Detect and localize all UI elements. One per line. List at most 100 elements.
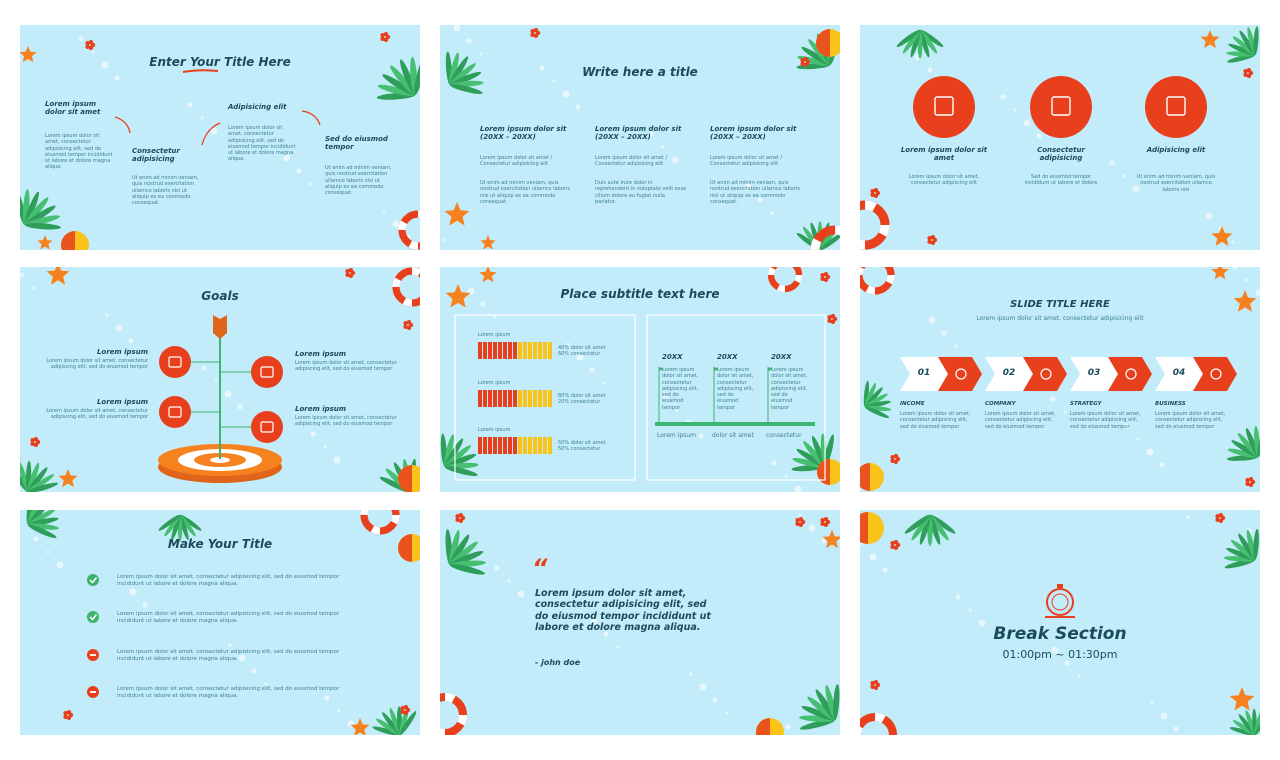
beach-ball-stripe [398, 534, 412, 562]
leaf [26, 510, 33, 526]
leaf [1237, 432, 1259, 458]
slide-thumbnail[interactable]: Place subtitle text here Lorem ipsum 40% d… [440, 267, 840, 492]
leaf [896, 29, 921, 48]
column-text: Ut enim ad minim veniam, quis nostrud ex… [710, 180, 800, 205]
bar-segment [538, 342, 542, 359]
flower-petal [88, 39, 94, 45]
flower-petal [348, 267, 354, 273]
flower-petal [820, 518, 825, 523]
leaf [24, 223, 61, 230]
bubble [466, 38, 472, 44]
bar-segment [488, 390, 492, 407]
leaf [27, 510, 42, 526]
bubble [228, 643, 232, 647]
bubble [928, 316, 936, 324]
bubble [675, 408, 679, 412]
slide-thumbnail[interactable]: Break Section 01:00pm ~ 01:30pm [860, 510, 1260, 735]
flower-petal [873, 679, 879, 685]
slide-thumbnail[interactable]: SLIDE TITLE HERE Lorem ipsum dolor sit am… [860, 267, 1260, 492]
bubble [128, 338, 134, 344]
item-text: Lorem ipsum dolor sit amet, consectetur … [295, 360, 397, 373]
bubble [443, 238, 447, 242]
bubble [539, 65, 545, 71]
icon [934, 96, 954, 116]
timeline-text: Lorem ipsum dolor sit amet, consectetur … [771, 367, 808, 411]
leaf [864, 387, 883, 408]
icon [1051, 96, 1071, 116]
quote-mark: “ [532, 554, 548, 582]
item-heading: Adipisicing elit [1146, 146, 1206, 154]
row-text: Lorem ipsum dolor sit amet, consectetur … [117, 649, 340, 662]
bar-segment [548, 390, 552, 407]
slide-graphics [26, 510, 420, 735]
leaf [919, 29, 938, 54]
bubble [798, 513, 802, 517]
bar-segment [513, 342, 517, 359]
item-heading: Lorem ipsum [96, 348, 148, 356]
flower-petal [33, 436, 39, 442]
flower-petal [458, 518, 464, 524]
flower-petal [927, 239, 932, 244]
starfish [1211, 267, 1229, 280]
flower-petal [803, 56, 809, 62]
leaf [449, 564, 485, 575]
bar-segment [548, 437, 552, 454]
bubble [479, 52, 483, 56]
flower-petal [63, 714, 68, 719]
bubble [210, 127, 218, 135]
bubble [224, 390, 232, 398]
bubble [493, 315, 497, 319]
bar-segment [538, 390, 542, 407]
slide-thumbnail[interactable]: Make Your Title Lorem ipsum dolor sit ame… [20, 510, 420, 735]
lifebuoy [392, 267, 420, 307]
leaf [372, 726, 401, 735]
bubble [689, 672, 693, 676]
bar-segment [533, 437, 537, 454]
bar-segment [478, 390, 482, 407]
leaf [1254, 713, 1260, 735]
bubble [155, 616, 159, 620]
slide-thumbnail[interactable]: Goals Lorem ipsum Lorem ipsum dolor sit am… [20, 267, 420, 492]
slide-thumbnail[interactable]: Write here a title Lorem ipsum dolor sit … [440, 25, 840, 250]
bubble [1255, 289, 1260, 297]
leaf [444, 466, 478, 476]
leaf [904, 514, 931, 534]
lifebuoy [860, 267, 895, 295]
flower-petal [403, 710, 409, 716]
leaf [20, 466, 29, 492]
chevron [900, 357, 948, 391]
leaf [27, 482, 59, 492]
flower-petal [823, 277, 829, 283]
bar-segment [528, 390, 532, 407]
flower-petal [870, 192, 875, 197]
timeline-label: consectetur [766, 432, 802, 439]
flower-petal [830, 319, 836, 325]
bubble [1000, 94, 1006, 100]
flower-petal [930, 240, 936, 246]
slide-thumbnail[interactable]: Lorem ipsum dolor sit amet Lorem ipsum do… [860, 25, 1260, 250]
step-text: Lorem ipsum dolor sit amet, consectetur … [900, 411, 971, 430]
timeline-year: 20XX [771, 353, 792, 361]
bubble [56, 561, 64, 569]
slide-thumbnail[interactable]: Enter Your Title Here Lorem ipsum dolor s… [20, 25, 420, 250]
item-heading: Adipisicing elit [228, 103, 287, 111]
item-heading: Lorem ipsum [295, 405, 347, 413]
leaf [1253, 26, 1259, 56]
bar-segment [503, 342, 507, 359]
lifebuoy-band [360, 510, 400, 535]
title-underline [182, 69, 219, 73]
item-text: Lorem ipsum dolor sit amet, consectetur … [228, 125, 296, 163]
bubble [808, 524, 816, 532]
bubble [699, 683, 707, 691]
bubble [1063, 410, 1067, 414]
flower-petal [820, 521, 825, 526]
leaf [27, 462, 40, 492]
bubble [1245, 278, 1249, 282]
flower-petal [870, 681, 875, 686]
slide-thumbnail[interactable]: “ Lorem ipsum dolor sit amet, consectetur… [440, 510, 840, 735]
bubble [91, 50, 95, 54]
bubble [200, 116, 204, 120]
leaf [792, 458, 826, 468]
arrow [114, 116, 131, 134]
bar-legend: 20% consectetur [558, 399, 601, 405]
